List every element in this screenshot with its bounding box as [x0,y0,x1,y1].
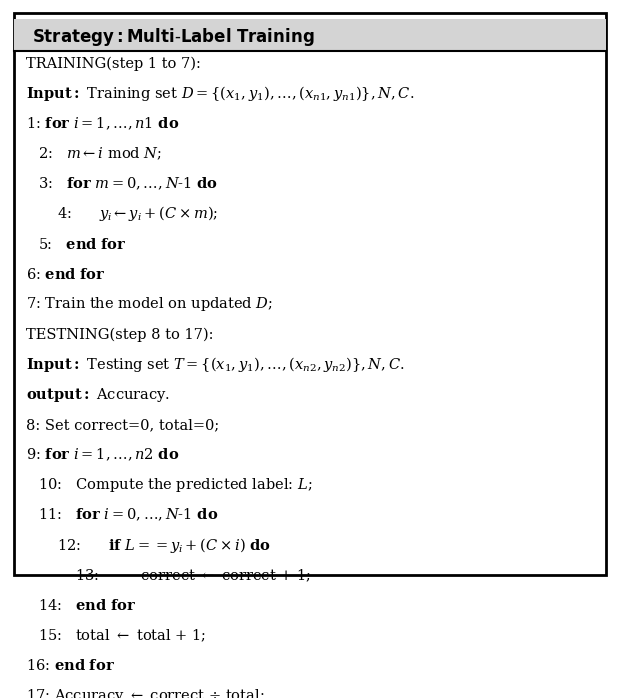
Text: 15:   total $\leftarrow$ total + 1;: 15: total $\leftarrow$ total + 1; [38,628,207,644]
Text: 9: $\mathbf{for}$ $i = 1, \ldots, n2$ $\mathbf{do}$: 9: $\mathbf{for}$ $i = 1, \ldots, n2$ $\… [26,447,179,463]
FancyBboxPatch shape [14,19,606,51]
Text: 8: Set correct=0, total=0;: 8: Set correct=0, total=0; [26,418,219,432]
Text: 10:   Compute the predicted label: $L$;: 10: Compute the predicted label: $L$; [38,476,313,494]
Text: 4:      $y_i \leftarrow y_i + (C \times m)$;: 4: $y_i \leftarrow y_i + (C \times m)$; [57,205,218,223]
Text: $\mathbf{output:}$ Accuracy.: $\mathbf{output:}$ Accuracy. [26,386,170,403]
Text: 7: Train the model on updated $D$;: 7: Train the model on updated $D$; [26,295,273,313]
Text: 17: Accuracy $\leftarrow$ correct $\div$ total;: 17: Accuracy $\leftarrow$ correct $\div$… [26,687,265,698]
Text: 5:   $\mathbf{end\ for}$: 5: $\mathbf{end\ for}$ [38,237,127,251]
Text: 14:   $\mathbf{end\ for}$: 14: $\mathbf{end\ for}$ [38,598,136,613]
Text: 16: $\mathbf{end\ for}$: 16: $\mathbf{end\ for}$ [26,658,115,674]
FancyBboxPatch shape [14,13,606,575]
Text: 2:   $m \leftarrow i$ mod $N$;: 2: $m \leftarrow i$ mod $N$; [38,146,162,162]
Text: $\mathbf{Input:}$ Training set $D = \{(x_1,y_1), \ldots, (x_{n1},y_{n1})\}, N, C: $\mathbf{Input:}$ Training set $D = \{(x… [26,84,414,103]
Text: 13:         correct $\leftarrow$ correct + 1;: 13: correct $\leftarrow$ correct + 1; [76,567,312,584]
Text: TESTNING(step 8 to 17):: TESTNING(step 8 to 17): [26,327,213,341]
Text: 3:   $\mathbf{for}$ $m = 0, \ldots, N$-1 $\mathbf{do}$: 3: $\mathbf{for}$ $m = 0, \ldots, N$-1 $… [38,176,219,192]
Text: 12:      $\mathbf{if}$ $L == y_i + (C \times i)$ $\mathbf{do}$: 12: $\mathbf{if}$ $L == y_i + (C \times … [57,536,271,555]
Text: 6: $\mathbf{end\ for}$: 6: $\mathbf{end\ for}$ [26,267,105,282]
Text: 11:   $\mathbf{for}$ $i = 0, \ldots, N$-1 $\mathbf{do}$: 11: $\mathbf{for}$ $i = 0, \ldots, N$-1 … [38,507,219,524]
Text: 1: $\mathbf{for}$ $i = 1, \ldots, n1$ $\mathbf{do}$: 1: $\mathbf{for}$ $i = 1, \ldots, n1$ $\… [26,115,179,132]
Text: TRAINING(step 1 to 7):: TRAINING(step 1 to 7): [26,56,201,70]
Text: $\bf{Strategy: Multi\text{-}Label\ Training}$: $\bf{Strategy: Multi\text{-}Label\ Train… [32,27,315,48]
Text: $\mathbf{Input:}$ Testing set $T = \{(x_1,y_1), \ldots, (x_{n2},y_{n2})\}, N, C.: $\mathbf{Input:}$ Testing set $T = \{(x_… [26,355,405,374]
